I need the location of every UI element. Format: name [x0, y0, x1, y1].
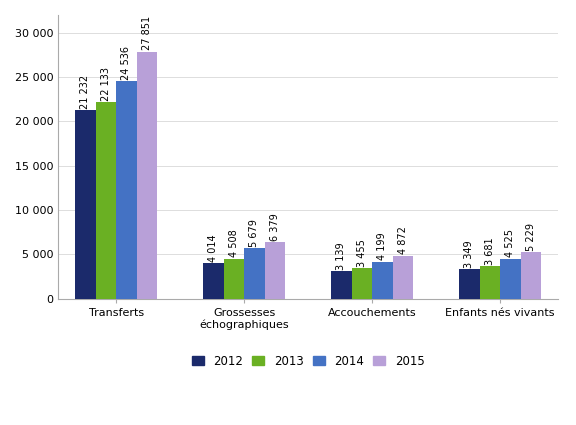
Text: 24 536: 24 536 — [122, 46, 131, 80]
Text: 4 525: 4 525 — [505, 230, 516, 257]
Bar — [393, 255, 413, 299]
Bar — [372, 261, 393, 299]
Bar — [264, 242, 285, 299]
Bar — [500, 259, 521, 299]
Text: 4 199: 4 199 — [377, 232, 388, 260]
Bar — [203, 263, 223, 299]
Bar — [521, 252, 541, 299]
Text: 4 872: 4 872 — [398, 227, 408, 254]
Text: 5 679: 5 679 — [249, 219, 259, 247]
Text: 4 014: 4 014 — [209, 234, 218, 262]
Bar — [223, 259, 244, 299]
Bar — [96, 102, 116, 299]
Bar — [331, 271, 352, 299]
Text: 6 379: 6 379 — [270, 213, 280, 241]
Bar — [137, 52, 157, 299]
Text: 22 133: 22 133 — [101, 67, 111, 101]
Legend: 2012, 2013, 2014, 2015: 2012, 2013, 2014, 2015 — [187, 350, 429, 372]
Text: 27 851: 27 851 — [142, 16, 152, 51]
Bar — [480, 266, 500, 299]
Text: 21 232: 21 232 — [81, 75, 90, 109]
Bar — [244, 248, 264, 299]
Bar — [352, 268, 372, 299]
Text: 4 508: 4 508 — [229, 230, 239, 258]
Text: 3 349: 3 349 — [464, 240, 475, 268]
Bar — [75, 110, 96, 299]
Bar — [459, 269, 480, 299]
Text: 5 229: 5 229 — [526, 223, 536, 251]
Bar — [116, 81, 137, 299]
Text: 3 139: 3 139 — [336, 242, 346, 269]
Text: 3 455: 3 455 — [357, 239, 367, 267]
Text: 3 681: 3 681 — [485, 237, 495, 265]
